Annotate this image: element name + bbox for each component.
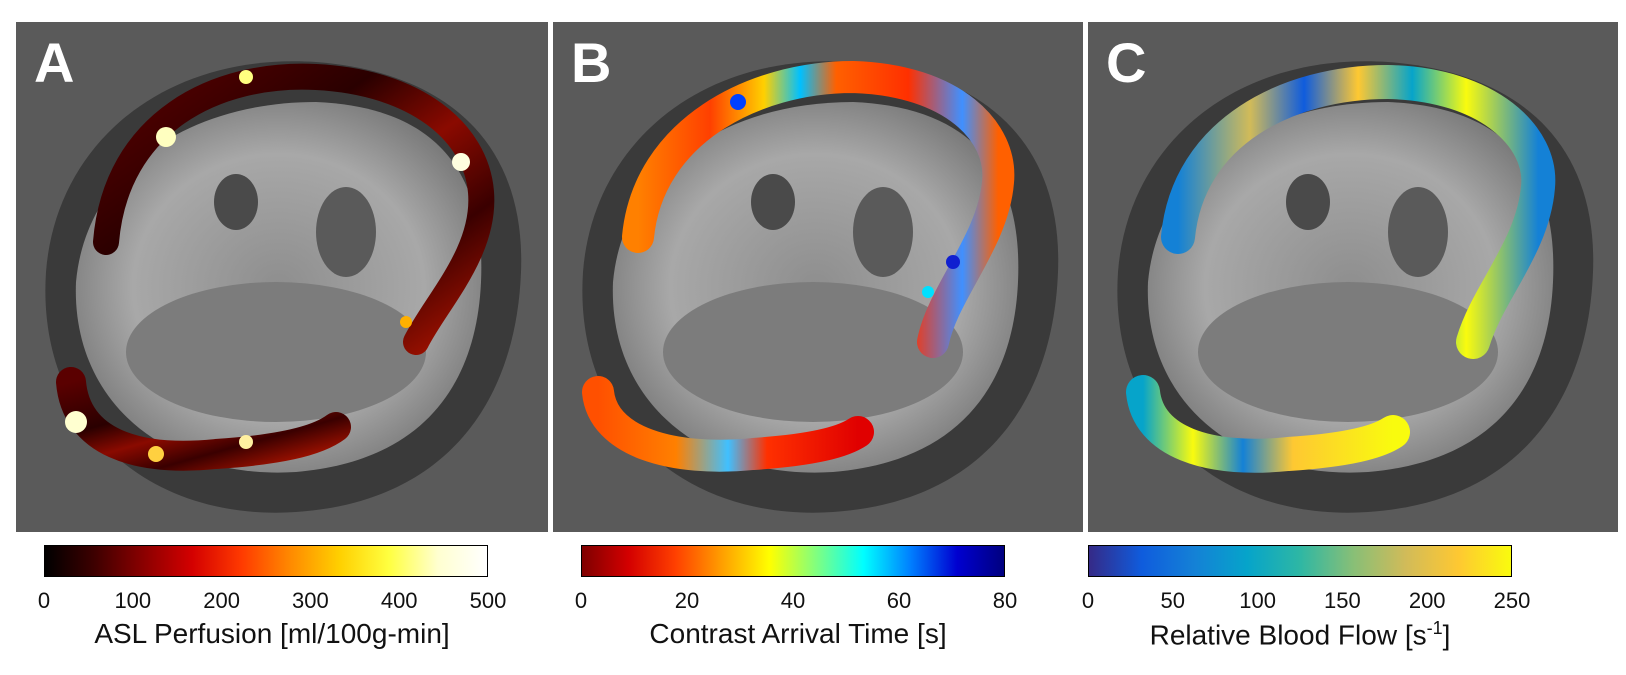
colorbar-title-text: Contrast Arrival Time [s] <box>649 618 947 649</box>
colorbar-tick: 0 <box>1081 588 1095 613</box>
colorbar-b <box>581 545 1005 577</box>
mri-image-c <box>1088 22 1618 532</box>
colorbar-title: Contrast Arrival Time [s] <box>649 618 946 650</box>
colorbar-c <box>1088 545 1512 577</box>
colorbar-title-superscript: -1 <box>1426 618 1443 638</box>
colorbar-tick: 0 <box>37 588 51 613</box>
colorbar-title-text: ASL Perfusion [ml/100g-min] <box>94 618 450 649</box>
panel-letter: B <box>571 31 612 94</box>
mri-scan-b: B <box>553 22 1083 532</box>
panel-letter: A <box>34 31 75 94</box>
colorbar-tick: 250 <box>1493 588 1531 613</box>
mri-image-b <box>553 22 1083 532</box>
colorbar-tick: 200 <box>203 588 240 613</box>
colorbar-tick: 300 <box>292 588 329 613</box>
colorbar-tick: 60 <box>886 588 912 613</box>
colorbar-tick: 40 <box>780 588 806 613</box>
panel-c: C 0 50 100 150 200 250 Relative Blood Fl… <box>1082 0 1626 675</box>
colorbar-tick: 100 <box>1239 588 1276 613</box>
colorbar-title: Relative Blood Flow [s-1] <box>1150 618 1451 651</box>
colorbar-tick: 150 <box>1324 588 1361 613</box>
colorbar-title-end: ] <box>1442 619 1451 651</box>
colorbar-tick: 20 <box>674 588 700 613</box>
panel-letter: C <box>1106 31 1147 94</box>
mri-scan-c: C <box>1088 22 1618 532</box>
colorbar-tick: 100 <box>114 588 152 613</box>
mri-image-a <box>16 22 548 532</box>
colorbar-tick: 50 <box>1160 588 1186 613</box>
panel-b: B 0 20 40 60 80 Contrast Arrival Time [s… <box>553 0 1093 675</box>
colorbar-title: ASL Perfusion [ml/100g-min] <box>94 618 449 650</box>
colorbar-tick: 500 <box>469 588 507 613</box>
mri-scan-a: A <box>16 22 548 532</box>
colorbar-a <box>44 545 488 577</box>
colorbar-tick: 200 <box>1408 588 1446 613</box>
colorbar-tick: 400 <box>380 588 418 613</box>
panel-a: A 0 100 200 300 400 500 ASL Perfusion [m… <box>16 0 556 675</box>
colorbar-title-text: Relative Blood Flow [s <box>1149 619 1427 651</box>
colorbar-tick: 0 <box>574 588 588 613</box>
colorbar-tick: 80 <box>992 588 1018 613</box>
